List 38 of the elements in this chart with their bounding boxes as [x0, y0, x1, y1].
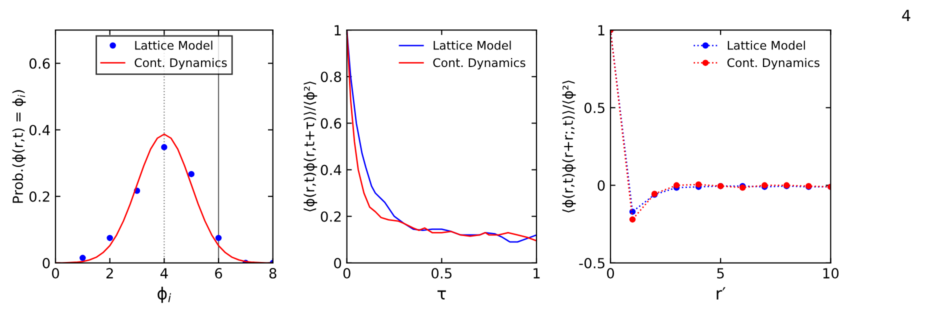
y-tick-label: 0.8	[320, 72, 342, 82]
legend-label: Cont. Dynamics	[727, 58, 820, 70]
x-axis-title: τ	[437, 290, 446, 300]
legend-label: Lattice Model	[434, 40, 511, 50]
x-tick-label: 4	[160, 268, 168, 278]
y-tick-label: 0.4	[29, 124, 50, 136]
y-tick-label: 0.2	[29, 191, 50, 202]
legend-label: Cont. Dynamics	[134, 58, 227, 70]
y-tick-label: 0.2	[320, 211, 341, 222]
legend-label: Lattice Model	[728, 40, 805, 50]
legend-label: Lattice Model	[135, 40, 212, 50]
y-tick-label: 0.6	[320, 118, 342, 129]
x-tick-label: 1	[534, 268, 540, 278]
y-tick-label: -0.5	[579, 258, 604, 268]
x-tick-label: 2	[106, 268, 113, 278]
x-tick-label: 0	[343, 268, 350, 279]
y-tick-label: 1	[334, 25, 341, 36]
y-tick-label: 0	[598, 180, 605, 191]
x-tick-label: 0	[52, 268, 59, 279]
x-axis-title: ϕ$_{i}$	[158, 286, 172, 303]
y-tick-label: 1	[598, 25, 604, 36]
x-tick-label: 8	[269, 268, 276, 279]
y-tick-label: 0	[42, 258, 50, 268]
y-axis-title: Prob.(ϕ(r,t) = ϕ$_{i}$)	[12, 90, 26, 203]
x-tick-label: 0	[606, 268, 614, 279]
x-tick-label: 6	[215, 268, 222, 279]
y-axis-title: ⟨ϕ(r,t)ϕ(r+r;,t)⟩/⟨ϕ²⟩	[562, 80, 576, 212]
x-tick-label: 10	[823, 268, 839, 279]
legend-label: Cont. Dynamics	[433, 58, 526, 70]
y-tick-label: 0	[334, 258, 342, 268]
y-tick-label: 0.4	[320, 164, 342, 176]
x-tick-label: 0.5	[432, 268, 452, 279]
y-tick-label: 0.6	[29, 58, 50, 69]
text: 4	[902, 10, 910, 21]
y-axis-title: ⟨ϕ(r,t)ϕ(r,t+τ)⟩/⟨ϕ²⟩	[304, 82, 318, 212]
x-tick-label: 5	[717, 268, 724, 279]
y-tick-label: 0.5	[584, 102, 604, 114]
x-axis-title: r′	[716, 287, 726, 300]
